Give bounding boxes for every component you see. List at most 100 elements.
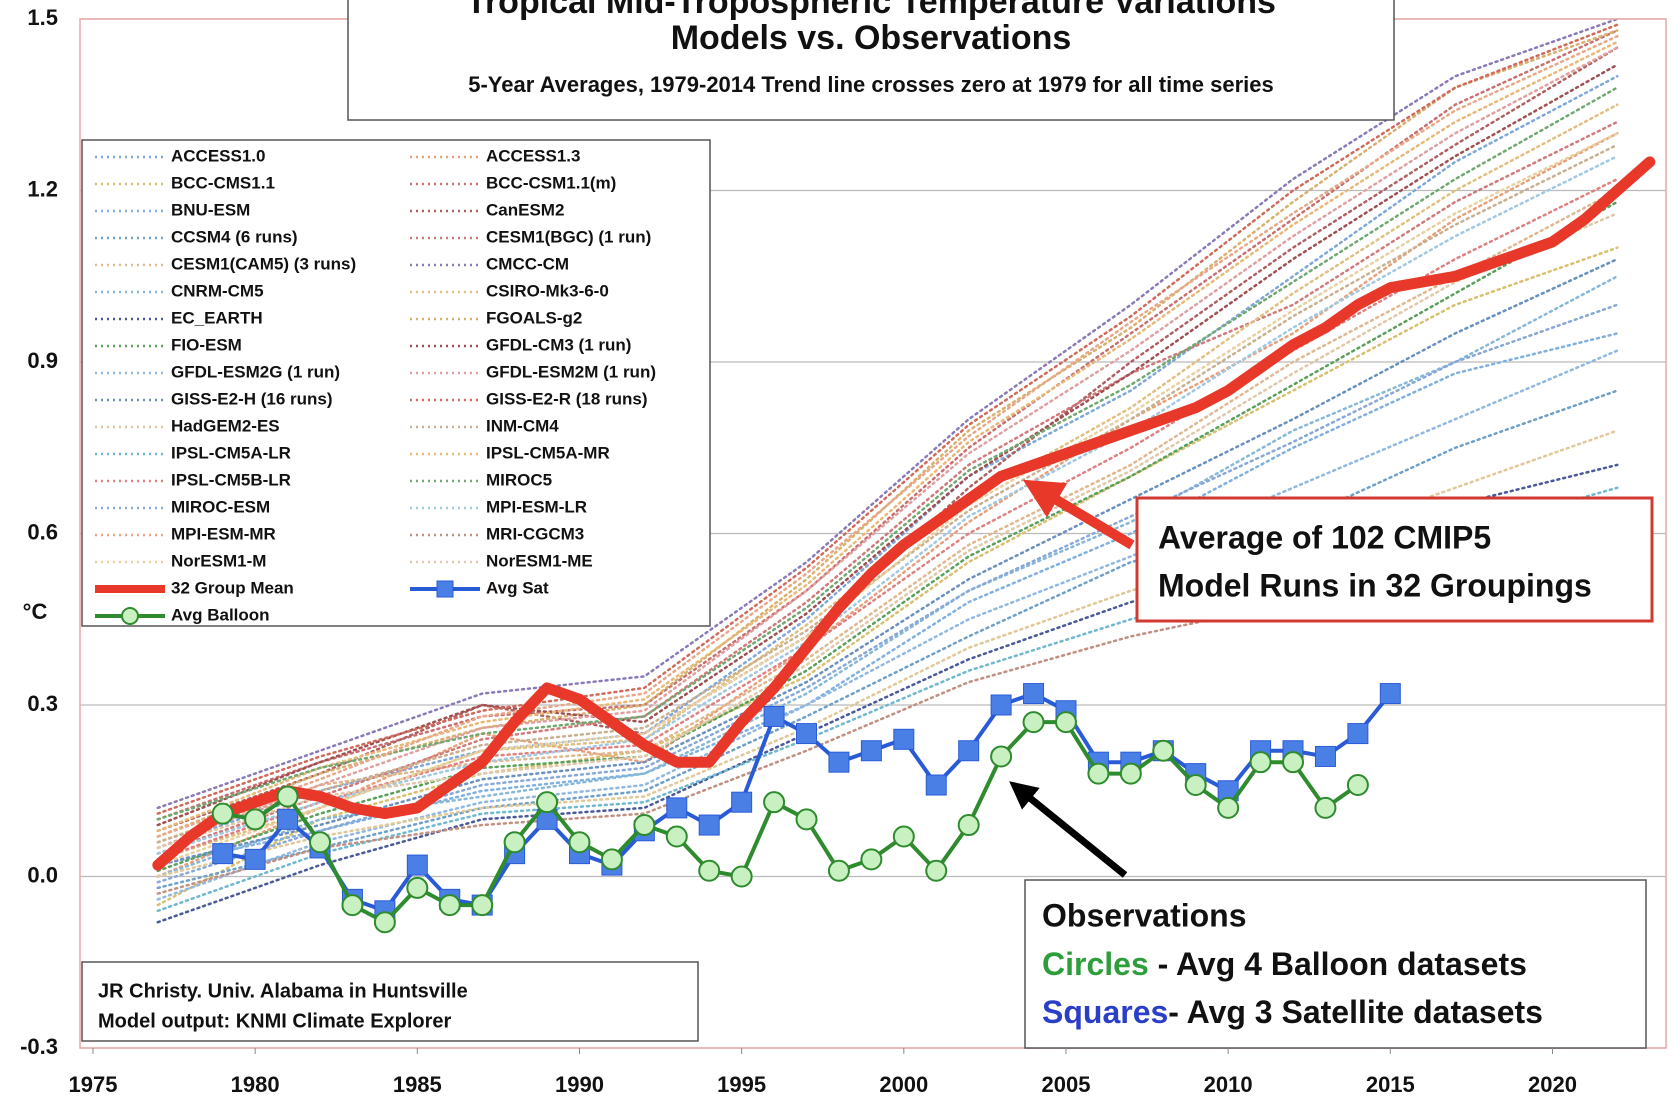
legend-label: HadGEM2-ES bbox=[171, 416, 280, 435]
model-line bbox=[156, 132, 1619, 878]
model-line bbox=[156, 34, 1619, 838]
legend-label: MPI-ESM-MR bbox=[171, 524, 276, 543]
model-line bbox=[156, 74, 1619, 850]
marker bbox=[244, 808, 267, 831]
marker bbox=[1314, 796, 1337, 819]
marker bbox=[1119, 762, 1142, 785]
key: Circles bbox=[1042, 946, 1149, 982]
model-line bbox=[156, 257, 1619, 867]
marker bbox=[568, 831, 591, 854]
observations-title: Observations bbox=[1042, 897, 1247, 933]
legend-marker bbox=[121, 607, 139, 625]
legend-label: CESM1(BGC) (1 run) bbox=[486, 227, 651, 246]
model-line bbox=[156, 40, 1619, 833]
marker bbox=[1152, 739, 1175, 762]
legend-label: CSIRO-Mk3-6-0 bbox=[486, 281, 609, 300]
model-line bbox=[156, 177, 1619, 861]
marker bbox=[958, 740, 980, 762]
legend-label: GISS-E2-H (16 runs) bbox=[171, 389, 333, 408]
y-tick-label: 1.5 bbox=[27, 5, 58, 30]
annotation-box bbox=[1135, 496, 1654, 623]
legend-label: ACCESS1.0 bbox=[171, 146, 265, 165]
marker bbox=[211, 802, 234, 825]
annotation: Average of 102 CMIP5 bbox=[1158, 519, 1491, 555]
legend-label: Avg Balloon bbox=[171, 605, 270, 624]
marker bbox=[1314, 745, 1336, 767]
marker bbox=[1217, 796, 1240, 819]
legend-label: FIO-ESM bbox=[171, 335, 242, 354]
marker bbox=[860, 848, 883, 871]
marker bbox=[600, 848, 623, 871]
marker bbox=[1282, 751, 1305, 774]
chart-title: Tropical Mid-Tropospheric Temperature Va… bbox=[466, 0, 1276, 21]
marker bbox=[1054, 711, 1077, 734]
y-tick-label: 0.9 bbox=[27, 348, 58, 373]
marker bbox=[373, 911, 396, 934]
key: Squares bbox=[1042, 994, 1168, 1030]
legend-label: GFDL-ESM2G (1 run) bbox=[171, 362, 340, 381]
marker bbox=[925, 774, 947, 796]
marker bbox=[990, 745, 1013, 768]
model-line bbox=[156, 19, 1619, 810]
legend: ACCESS1.0 ACCESS1.3 BCC-CMS1.1 BCC-CSM1.1(m… bbox=[95, 146, 656, 625]
series-line bbox=[152, 156, 1656, 871]
observations-line: Circles - Avg 4 Balloon datasets bbox=[1042, 946, 1527, 982]
legend-label: NorESM1-ME bbox=[486, 551, 593, 570]
marker bbox=[795, 808, 818, 831]
legend-box bbox=[81, 139, 711, 627]
model-line bbox=[156, 246, 1619, 907]
marker bbox=[406, 854, 428, 876]
marker bbox=[730, 865, 753, 888]
observations-line: Squares- Avg 3 Satellite datasets bbox=[1042, 994, 1543, 1030]
marker bbox=[536, 791, 559, 814]
marker bbox=[698, 814, 720, 836]
legend-label: CanESM2 bbox=[486, 200, 564, 219]
y-tick-label: 0.6 bbox=[27, 519, 58, 544]
text: - Avg 4 Balloon datasets bbox=[1149, 946, 1527, 982]
legend-label: CESM1(CAM5) (3 runs) bbox=[171, 254, 356, 273]
marker bbox=[763, 791, 786, 814]
model-line bbox=[156, 29, 1619, 821]
marker bbox=[828, 751, 850, 773]
legend-label: MPI-ESM-LR bbox=[486, 497, 587, 516]
legend-label: MIROC5 bbox=[486, 470, 552, 489]
credit-box bbox=[81, 961, 699, 1042]
marker bbox=[503, 831, 526, 854]
chart-note: 5-Year Averages, 1979-2014 Trend line cr… bbox=[468, 72, 1274, 97]
marker bbox=[277, 808, 299, 830]
y-tick-label: 1.2 bbox=[27, 176, 58, 201]
legend-label: GFDL-CM3 (1 run) bbox=[486, 335, 631, 354]
model-line bbox=[156, 189, 1619, 844]
marker bbox=[438, 894, 461, 917]
x-tick-label: 2000 bbox=[879, 1072, 928, 1097]
legend-label: IPSL-CM5A-MR bbox=[486, 443, 610, 462]
model-line bbox=[156, 86, 1619, 821]
marker bbox=[244, 848, 266, 870]
legend-label: EC_EARTH bbox=[171, 308, 263, 327]
marker bbox=[341, 894, 364, 917]
model-line bbox=[156, 154, 1619, 855]
legend-label: GISS-E2-R (18 runs) bbox=[486, 389, 648, 408]
marker bbox=[925, 859, 948, 882]
marker bbox=[309, 831, 332, 854]
marker bbox=[860, 740, 882, 762]
marker bbox=[1184, 774, 1207, 797]
legend-label: BCC-CMS1.1 bbox=[171, 173, 275, 192]
x-tick-label: 2020 bbox=[1528, 1072, 1577, 1097]
legend-label: NorESM1-M bbox=[171, 551, 266, 570]
legend-label: MRI-CGCM3 bbox=[486, 524, 584, 543]
legend-label: GFDL-ESM2M (1 run) bbox=[486, 362, 656, 381]
text: - Avg 3 Satellite datasets bbox=[1168, 994, 1543, 1030]
model-line bbox=[156, 63, 1619, 827]
legend-label: ACCESS1.3 bbox=[486, 146, 580, 165]
legend-label: CNRM-CM5 bbox=[171, 281, 264, 300]
credit: Model output: KNMI Climate Explorer bbox=[98, 1010, 452, 1032]
y-tick-label: 0.3 bbox=[27, 691, 58, 716]
model-line bbox=[156, 212, 1619, 850]
x-tick-label: 1985 bbox=[393, 1072, 442, 1097]
model-line bbox=[156, 46, 1619, 850]
marker bbox=[666, 797, 688, 819]
marker bbox=[763, 705, 785, 727]
model-line bbox=[156, 132, 1619, 867]
